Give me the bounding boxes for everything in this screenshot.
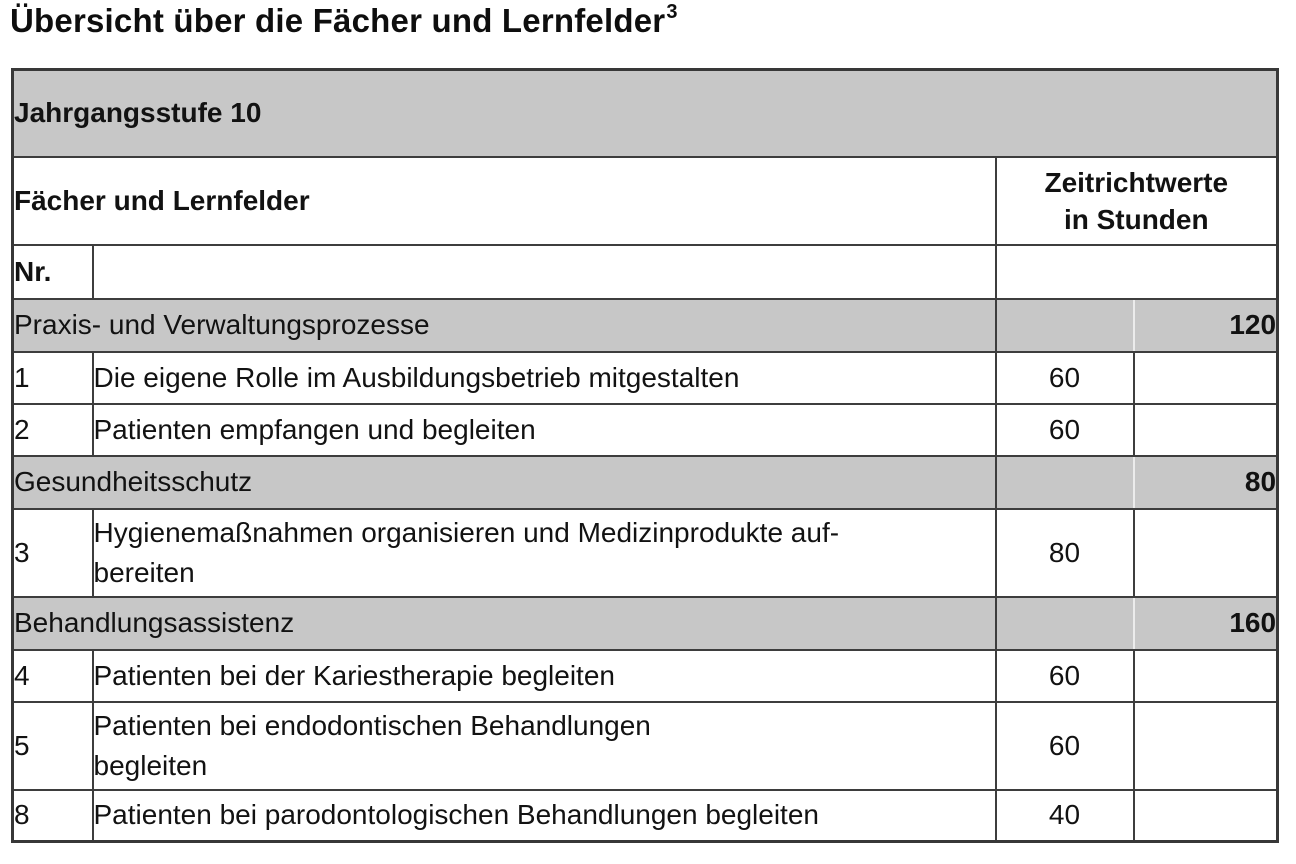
lesson-hours: 60 — [994, 350, 1135, 405]
section-name: Behandlungsassistenz — [11, 595, 997, 651]
section-hours-empty-cell — [994, 454, 1135, 510]
section-row-behandlungsassistenz: Behandlungsassistenz 160 — [11, 595, 1279, 651]
lesson-total-empty-cell — [1132, 350, 1279, 405]
lesson-nr: 5 — [11, 700, 94, 791]
section-name: Gesundheitsschutz — [11, 454, 997, 510]
column-header-hours: Zeitrichtwerte in Stunden — [994, 155, 1279, 246]
section-total-hours: 80 — [1132, 454, 1279, 510]
lesson-total-empty-cell — [1132, 788, 1279, 843]
lesson-nr: 2 — [11, 402, 94, 457]
grade-header-row: Jahrgangsstufe 10 — [11, 68, 1279, 158]
subjects-learning-fields-table: Jahrgangsstufe 10 Fächer und Lernfelder … — [11, 68, 1280, 843]
section-hours-empty-cell — [994, 595, 1135, 651]
lesson-row-1: 1 Die eigene Rolle im Ausbildungsbetrieb… — [11, 350, 1279, 405]
lesson-nr: 8 — [11, 788, 94, 843]
lesson-total-empty-cell — [1132, 700, 1279, 791]
nr-header-cell: Nr. — [11, 243, 94, 300]
lesson-hours: 60 — [994, 402, 1135, 457]
section-row-gesundheitsschutz: Gesundheitsschutz 80 — [11, 454, 1279, 510]
lesson-row-5: 5 Patienten bei endodontischen Behandlun… — [11, 700, 1279, 791]
nr-header-empty-subject-cell — [91, 243, 997, 300]
lesson-nr: 1 — [11, 350, 94, 405]
lesson-description: Patienten bei der Kariestherapie begleit… — [91, 648, 997, 703]
section-row-praxis: Praxis- und Verwaltungsprozesse 120 — [11, 297, 1279, 353]
lesson-description: Hygienemaßnahmen organisieren und Medizi… — [91, 507, 997, 598]
lesson-description: Patienten empfangen und begleiten — [91, 402, 997, 457]
column-header-subjects: Fächer und Lernfelder — [11, 155, 997, 246]
grade-header-cell: Jahrgangsstufe 10 — [11, 68, 1279, 158]
section-total-hours: 160 — [1132, 595, 1279, 651]
section-hours-empty-cell — [994, 297, 1135, 353]
lesson-nr: 3 — [11, 507, 94, 598]
lesson-row-2: 2 Patienten empfangen und begleiten 60 — [11, 402, 1279, 457]
nr-header-row: Nr. — [11, 243, 1279, 300]
lesson-nr: 4 — [11, 648, 94, 703]
lesson-row-4: 4 Patienten bei der Kariestherapie begle… — [11, 648, 1279, 703]
nr-header-empty-hours-cell — [994, 243, 1279, 300]
lesson-row-8: 8 Patienten bei parodontologischen Behan… — [11, 788, 1279, 843]
page-title: Übersicht über die Fächer und Lernfelder… — [10, 2, 1296, 40]
column-header-row: Fächer und Lernfelder Zeitrichtwerte in … — [11, 155, 1279, 246]
lesson-description: Die eigene Rolle im Ausbildungsbetrieb m… — [91, 350, 997, 405]
lesson-row-3: 3 Hygienemaßnahmen organisieren und Medi… — [11, 507, 1279, 598]
lesson-total-empty-cell — [1132, 507, 1279, 598]
lesson-hours: 40 — [994, 788, 1135, 843]
section-name: Praxis- und Verwaltungsprozesse — [11, 297, 997, 353]
lesson-hours: 60 — [994, 700, 1135, 791]
lesson-total-empty-cell — [1132, 648, 1279, 703]
lesson-description: Patienten bei parodontologischen Behandl… — [91, 788, 997, 843]
section-total-hours: 120 — [1132, 297, 1279, 353]
page-title-text: Übersicht über die Fächer und Lernfelder — [10, 2, 666, 39]
lesson-hours: 80 — [994, 507, 1135, 598]
lesson-hours: 60 — [994, 648, 1135, 703]
lesson-description: Patienten bei endodontischen Behandlunge… — [91, 700, 997, 791]
title-footnote-superscript: 3 — [666, 1, 678, 23]
lesson-total-empty-cell — [1132, 402, 1279, 457]
